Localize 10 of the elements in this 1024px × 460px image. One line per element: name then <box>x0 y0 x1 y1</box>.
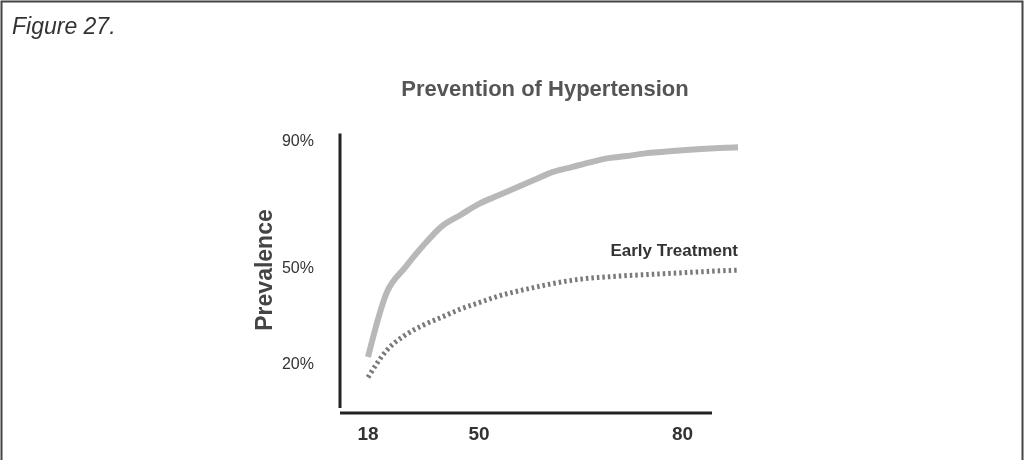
x-tick-label: 18 <box>357 423 379 444</box>
y-tick-label: 50% <box>281 259 314 277</box>
y-tick-label: 90% <box>281 131 314 149</box>
caption: Figure 27. <box>12 13 116 39</box>
series-label: Early Treatment <box>610 241 739 261</box>
y-axis-title: Prevalence <box>251 209 277 331</box>
x-tick-label: 50 <box>468 423 490 444</box>
chart-title: Prevention of Hypertension <box>401 76 689 101</box>
x-tick-label: 80 <box>671 423 694 444</box>
y-tick-label: 20% <box>281 354 314 372</box>
